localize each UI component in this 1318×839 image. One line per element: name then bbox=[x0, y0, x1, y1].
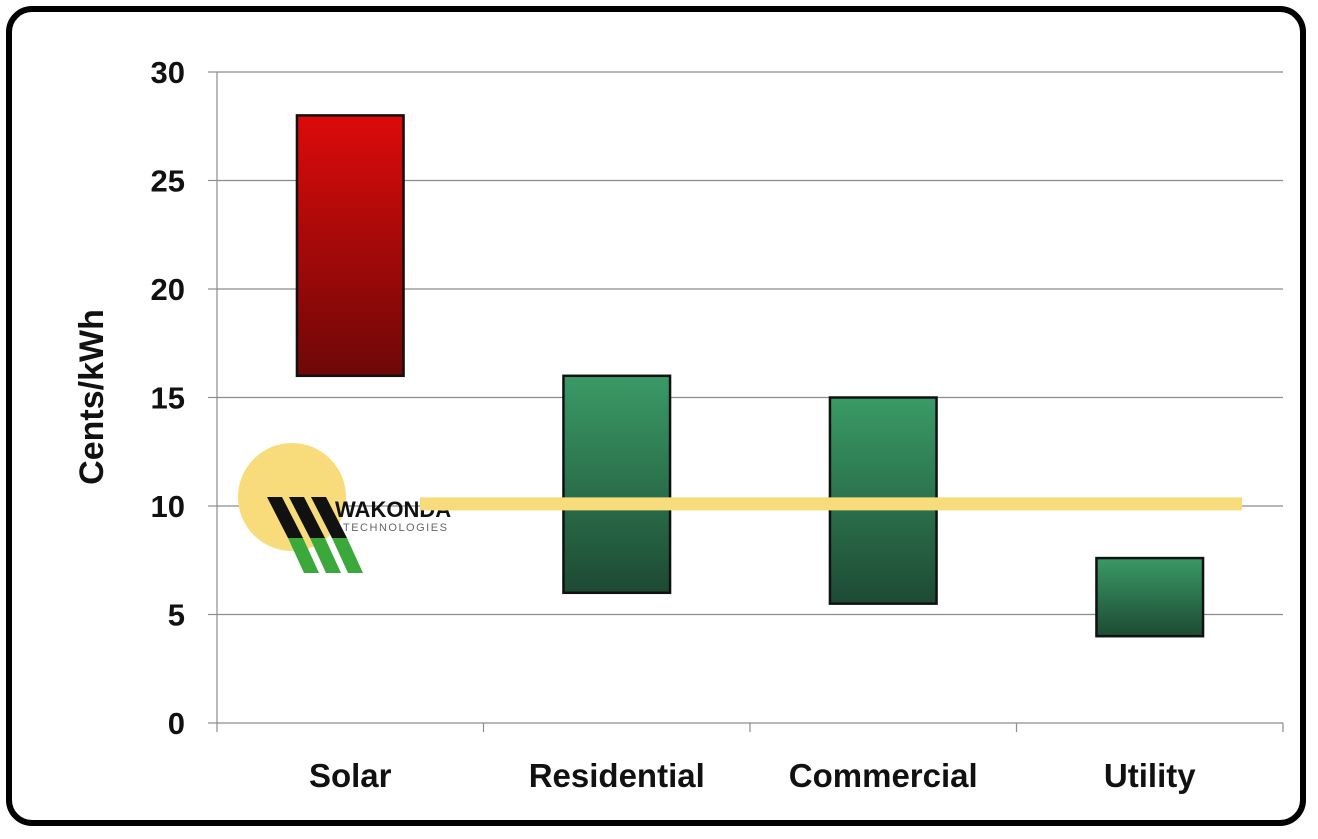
x-category-label: Solar bbox=[309, 757, 392, 794]
bar-utility bbox=[1095, 556, 1205, 638]
y-tick-label: 0 bbox=[168, 706, 185, 741]
x-category-label: Utility bbox=[1104, 757, 1196, 794]
bar-solar bbox=[295, 114, 405, 378]
logo-stripe-dark bbox=[289, 497, 325, 538]
y-tick-label: 25 bbox=[151, 164, 185, 199]
bar-residential bbox=[562, 374, 672, 595]
y-tick-label: 10 bbox=[151, 489, 185, 524]
logo-stripe-dark bbox=[267, 497, 303, 538]
logo-stripe-green bbox=[332, 538, 363, 573]
x-category-label: Residential bbox=[529, 757, 705, 794]
y-tick-label: 30 bbox=[151, 55, 185, 90]
y-tick-label: 15 bbox=[151, 381, 185, 416]
stripes-icon bbox=[267, 497, 363, 573]
logo-subtitle: TECHNOLOGIES bbox=[343, 522, 448, 534]
logo-stripe-green bbox=[310, 538, 341, 573]
logo-stripe-green bbox=[288, 538, 319, 573]
y-tick-label: 5 bbox=[168, 598, 185, 633]
wakonda-logo: WAKONDA TECHNOLOGIES bbox=[238, 443, 451, 573]
axes bbox=[208, 71, 1284, 732]
labels: Cents/kWh 0 5 10 15 20 25 30 Solar Residential Co… bbox=[73, 55, 1196, 794]
y-axis-label: Cents/kWh bbox=[73, 309, 111, 485]
y-tick-label: 20 bbox=[151, 272, 185, 307]
logo-stripe-dark bbox=[311, 497, 347, 538]
bars bbox=[295, 114, 1205, 638]
x-category-label: Commercial bbox=[789, 757, 978, 794]
